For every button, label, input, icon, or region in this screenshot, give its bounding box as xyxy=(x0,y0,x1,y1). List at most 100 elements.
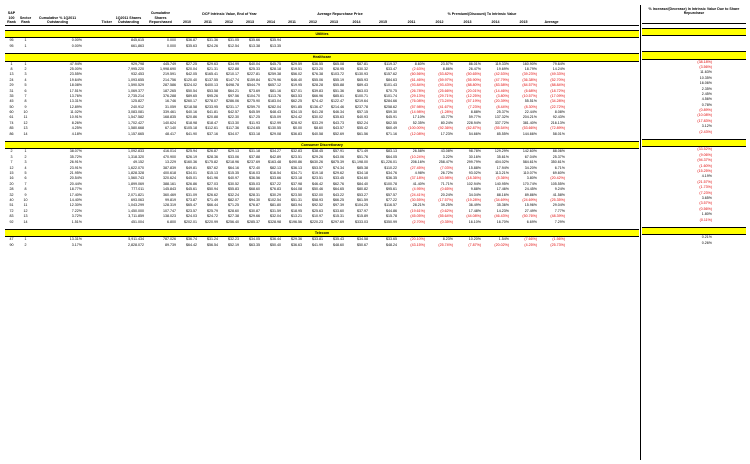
cell-prem-2014: 137.32% xyxy=(494,115,509,120)
cell-avg-2013: $74.34 xyxy=(333,165,344,170)
table-row: 95 1 0.00% 845,615 0.000 $36.87 $31.36 $31.05 $3… xyxy=(5,38,639,43)
cell-dcf-2011: $41.96 xyxy=(207,176,218,181)
cell-dcf-2014: $30.29 xyxy=(270,192,281,197)
cell-avg-2015: $33.47 xyxy=(386,66,397,71)
cell-avg-2013: $28.95 xyxy=(333,66,344,71)
cell-cumulative-pct: 23.55% xyxy=(69,72,82,77)
premium-year-header: 2013 xyxy=(463,20,472,24)
cell-prem-2013: 17.48% xyxy=(468,208,481,213)
cell-prem-2012: 39.25% xyxy=(440,203,453,208)
cell-sp100-rank: 51 xyxy=(9,203,14,208)
cell-prem-2013: 26.47% xyxy=(468,66,481,71)
avg-year-header: 2012 xyxy=(309,20,317,24)
cell-dcf-2013: $45.59 xyxy=(249,110,260,115)
cell-prem-2011: (2.70%) xyxy=(412,219,425,224)
cell-prem-2011: 17.10% xyxy=(412,115,425,120)
section-gap xyxy=(5,49,639,52)
cell-sp100-rank: 32 xyxy=(9,192,14,197)
cell-sp100-rank: 8 xyxy=(10,66,13,71)
cell-shares-repurchased: 67.140 xyxy=(165,126,176,131)
cell-dcf-2012: $210.17 xyxy=(226,72,239,77)
cell-shares-outstanding: 2,071.821 xyxy=(128,192,144,197)
cell-shares-outstanding: 1,043.299 xyxy=(128,203,144,208)
cell-prem-2014: 129.29% xyxy=(494,149,509,154)
cell-prem-2013: (55.90%) xyxy=(466,77,481,82)
cell-prem-2014: (46.43%) xyxy=(494,214,509,219)
cell-sector-rank: 5 xyxy=(24,83,27,88)
cell-dcf-2010: $34.01 xyxy=(186,170,197,175)
cell-cumulative-pct: 38.07% xyxy=(69,149,82,154)
cell-avg-2014: $219.64 xyxy=(355,99,368,104)
cell-prem-2015: 584.61% xyxy=(522,160,537,165)
side-value: (2.43%) xyxy=(699,129,712,134)
cell-sp100-rank: 92 xyxy=(9,219,14,224)
cell-prem-2012: (93.43%) xyxy=(438,83,453,88)
cell-prem-2012 xyxy=(426,44,454,49)
cell-avg-2014: $53.27 xyxy=(357,192,368,197)
cell-prem-2014 xyxy=(482,44,510,49)
cell-prem-2015: 24.45% xyxy=(524,187,537,192)
premium-group-title: % Premium/(Discount) To Intrinsic Value xyxy=(447,12,517,16)
cell-sector-rank: 11 xyxy=(23,115,28,120)
cell-cumulative-pct: 0.00% xyxy=(71,38,82,43)
cell-dcf-2014: $179.96 xyxy=(268,77,281,82)
table-row: 2 1 38.07% 1,092.833 416.014 $25.94 $26.87 $29.… xyxy=(5,149,639,154)
header-sp100-rank: S&P 100 Rank xyxy=(7,11,16,24)
cell-sector-rank: 4 xyxy=(24,165,27,170)
cell-avg-2011: $44.08 xyxy=(291,187,302,192)
cell-avg-2011: $13.21 xyxy=(291,214,302,219)
cell-avg-2011: $34.15 xyxy=(291,110,302,115)
cell-avg-2012: $30.02 xyxy=(312,115,323,120)
section-gap xyxy=(642,223,746,226)
cell-avg-2011: $19.51 xyxy=(291,66,302,71)
cell-dcf-2013: $35.03 xyxy=(249,181,260,186)
cell-avg-2014: $30.32 xyxy=(357,66,368,71)
side-value: 2.35% xyxy=(701,86,712,91)
cell-shares-repurchased: 187.265 xyxy=(163,88,176,93)
cell-avg-2015: $44.86 xyxy=(386,208,397,213)
cell-prem-2015: (7.66%) xyxy=(524,237,537,242)
side-value: 0.26% xyxy=(701,240,712,245)
cell-avg-2012: $41.99 xyxy=(312,242,323,247)
cell-dcf-2014: $102.54 xyxy=(268,197,281,202)
cell-dcf-2012: $97.56 xyxy=(228,93,239,98)
cell-avg-2015: $59.30 xyxy=(386,110,397,115)
cell-prem-2013: 9.88% xyxy=(470,187,481,192)
cell-sp100-rank: 12 xyxy=(9,165,14,170)
cell-avg-2015: $62.55 xyxy=(386,120,397,125)
cell-shares-outstanding: 3,083.081 xyxy=(128,110,144,115)
cell-shares-repurchased: 320.624 xyxy=(163,176,176,181)
cell-dcf-2010: $23.57 xyxy=(186,208,197,213)
side-value: (3.56%) xyxy=(699,64,712,69)
cell-sector-rank: 9 xyxy=(24,104,27,109)
cell-dcf-2012: $218.96 xyxy=(226,160,239,165)
cell-dcf-2011: $41.81 xyxy=(207,110,218,115)
cell-prem-2015: 3.80% xyxy=(526,176,537,181)
cell-shares-repurchased: 16.746 xyxy=(165,99,176,104)
cell-shares-outstanding: 3,711.859 xyxy=(128,214,144,219)
cell-avg-2014: $40.93 xyxy=(357,115,368,120)
cell-ticker xyxy=(83,220,113,225)
cell-prem-2011: 4.98% xyxy=(414,170,425,175)
table-row: 15 5 21.95% 1,828.328 400.618 $34.01 $15.13 $15… xyxy=(5,171,639,176)
cell-dcf-2011: $50.94 xyxy=(207,187,218,192)
cell-prem-2013: (62.87%) xyxy=(466,126,481,131)
table-row: 85 13 4.25% 1,580.668 67.140 $105.18 $112.61 $1… xyxy=(5,126,639,131)
cell-cumulative-pct: 3.72% xyxy=(71,214,82,219)
cell-avg-2013: $43.57 xyxy=(333,126,344,131)
cell-prem-2014: (14.46%) xyxy=(494,88,509,93)
premium-year-header: 2014 xyxy=(491,20,500,24)
cell-dcf-2011: $15.13 xyxy=(207,170,218,175)
cell-avg-2012: $33.29 xyxy=(312,120,323,125)
cell-cumulative-pct: 26.91% xyxy=(69,160,82,165)
cell-prem-2014: 17.46% xyxy=(496,187,509,192)
cell-avg-2011: $91.85 xyxy=(291,104,302,109)
cell-prem-2012: 20.24% xyxy=(440,192,453,197)
cell-prem-2012: (25.66%) xyxy=(438,88,453,93)
cell-prem-2012: 80.24% xyxy=(440,120,453,125)
cell-shares-outstanding: 929,798 xyxy=(131,61,144,66)
cell-dcf-2010: $40.16 xyxy=(186,110,197,115)
cell-shares-repurchased: 416.014 xyxy=(163,149,176,154)
cell-cumulative-pct: 3.17% xyxy=(71,242,82,247)
table-row: 12 4 23.91% 1,622.070 387.839 $49.81 $57.62 $64… xyxy=(5,166,639,171)
